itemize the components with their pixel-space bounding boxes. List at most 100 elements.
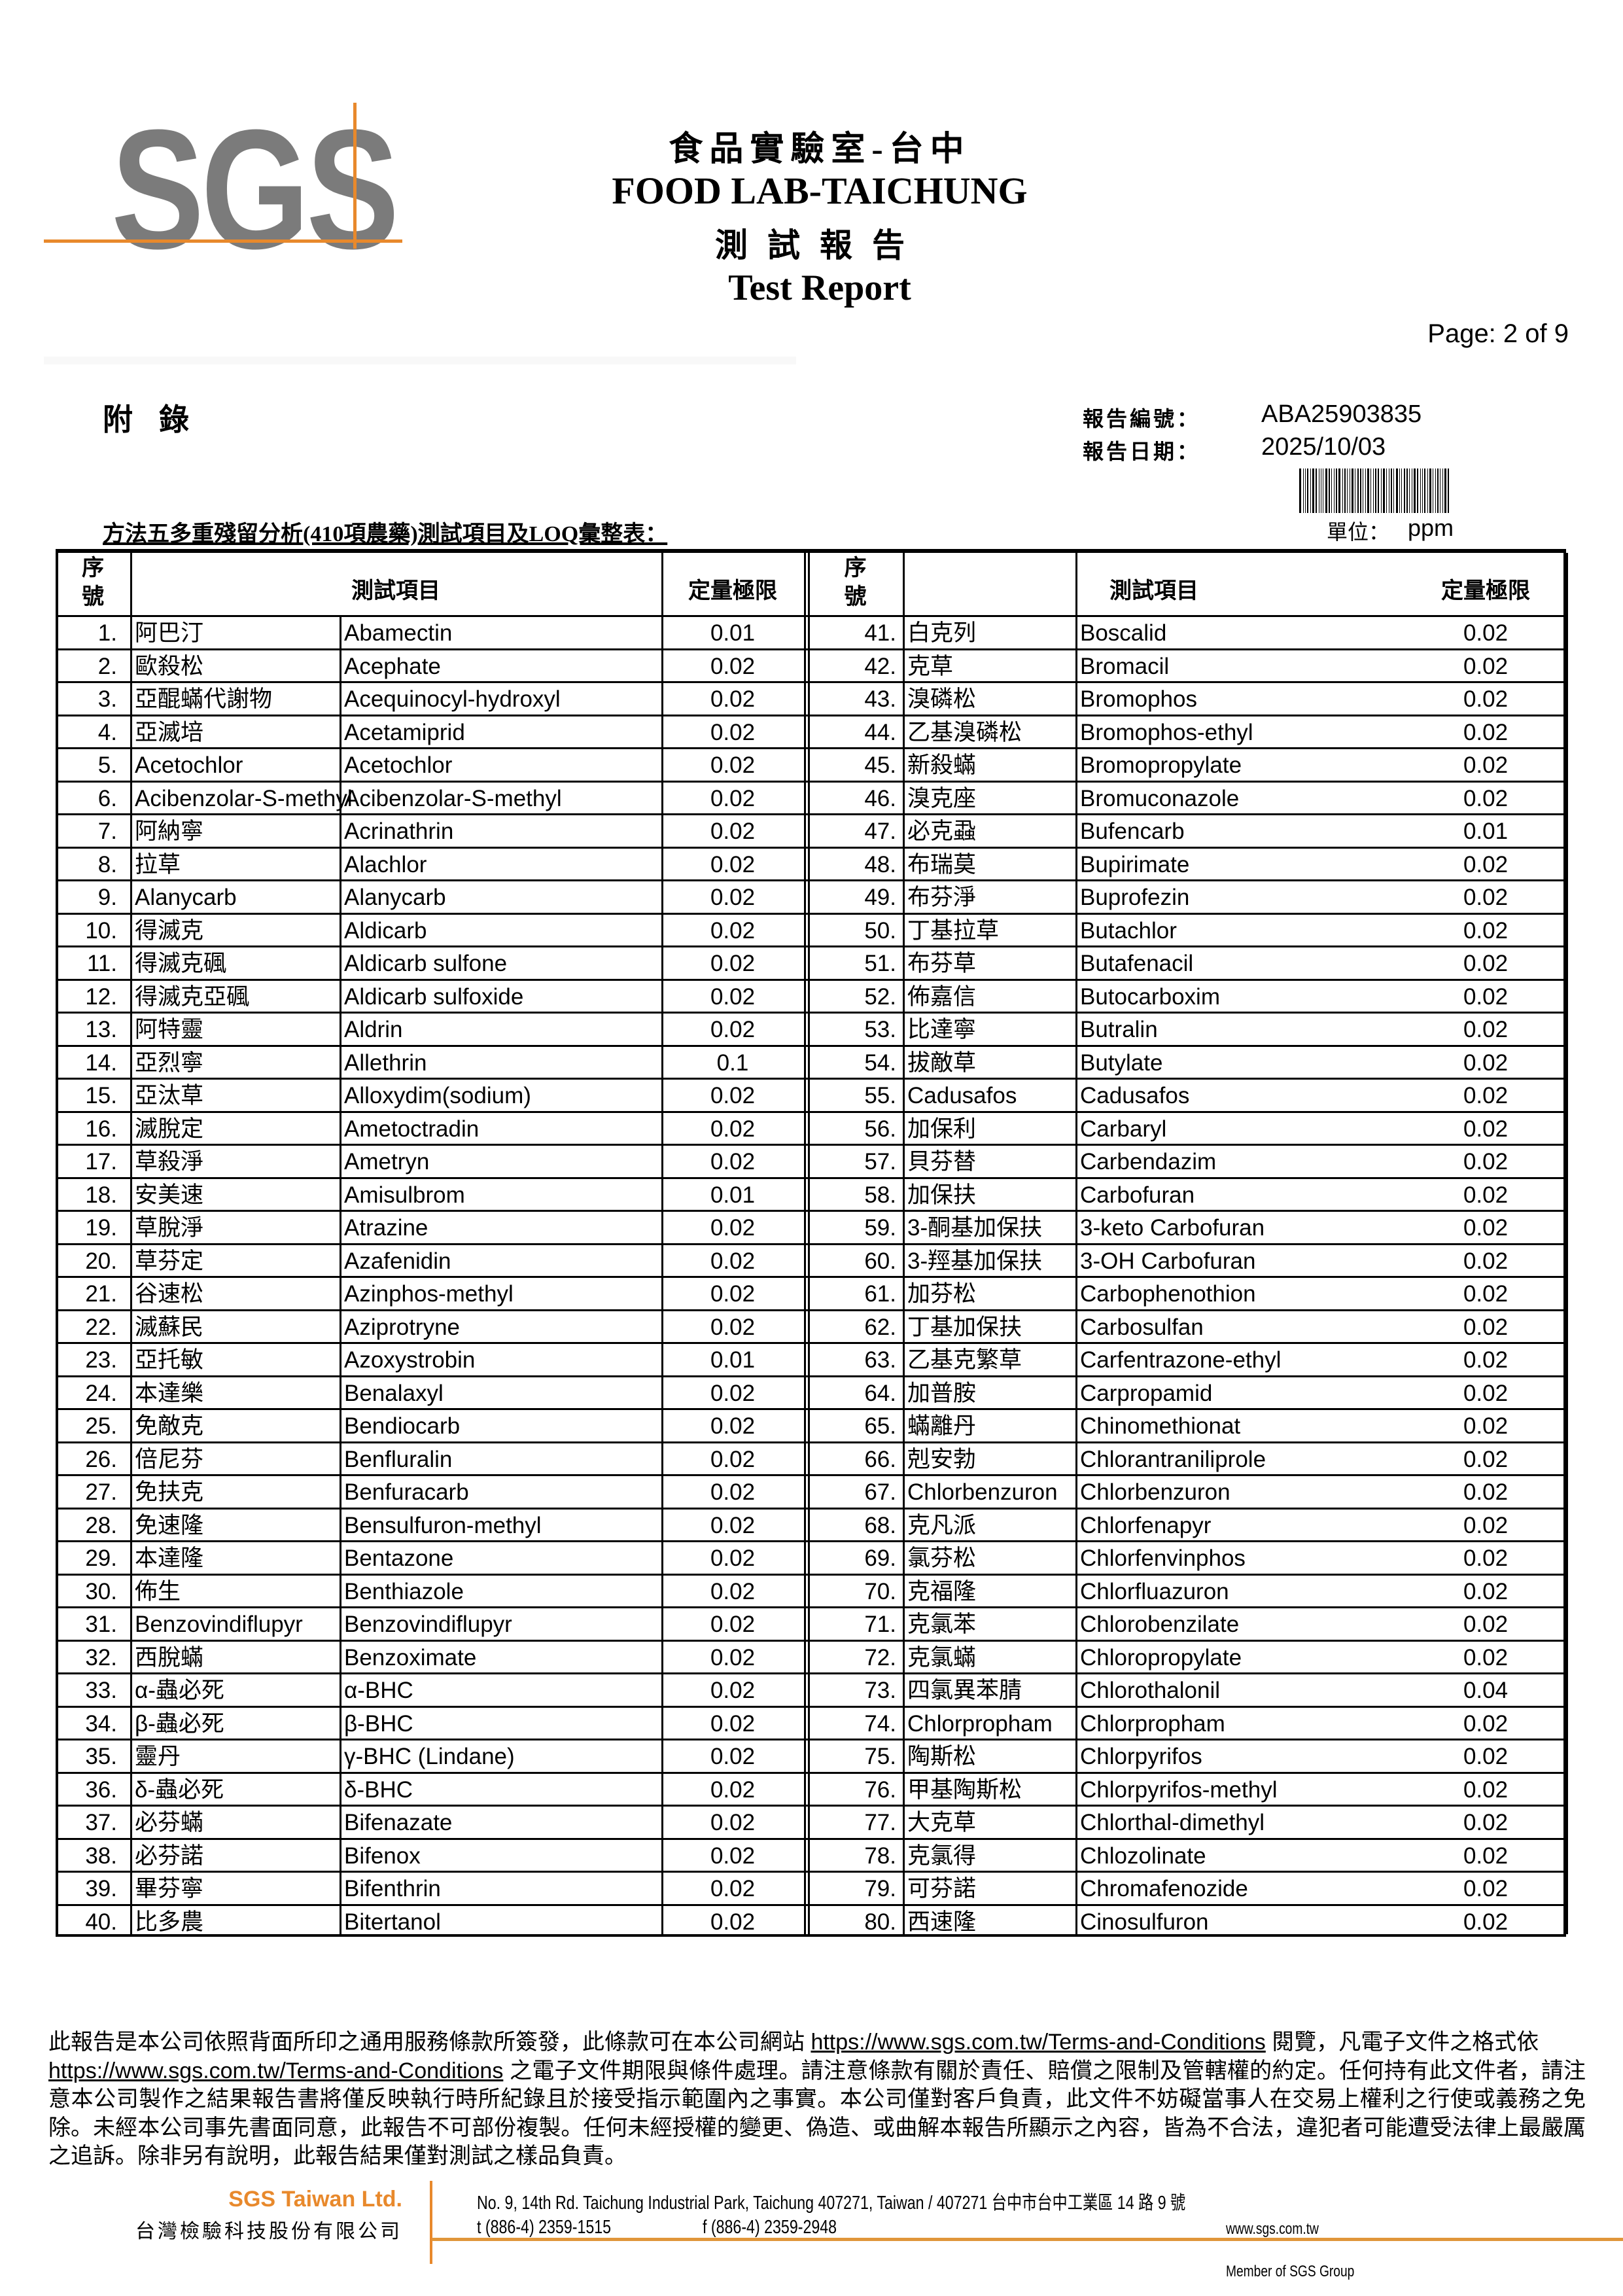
item-name-en: Alachlor	[344, 851, 427, 877]
loq-value: 0.02	[1463, 1810, 1509, 1835]
item-name-en: Azoxystrobin	[344, 1347, 476, 1373]
item-name-zh: δ-蟲必死	[135, 1776, 224, 1803]
terms-link[interactable]: https://www.sgs.com.tw/Terms-and-Conditi…	[811, 2030, 1266, 2055]
item-name-zh: 畢芬寧	[135, 1876, 204, 1901]
barcode-bar	[1414, 468, 1416, 513]
row-number: 12.	[85, 983, 117, 1010]
loq-value: 0.02	[710, 1876, 756, 1901]
item-name-en: Benzovindiflupyr	[344, 1612, 512, 1637]
barcode-bar	[1365, 468, 1366, 513]
item-name-en: Chlorothalonil	[1080, 1678, 1221, 1703]
row-number: 45.	[864, 752, 896, 778]
item-name-zh: Acetochlor	[135, 752, 243, 778]
loq-value: 0.02	[1463, 785, 1509, 811]
row-number: 27.	[85, 1479, 117, 1505]
row-number: 41.	[864, 620, 896, 646]
item-name-en: Buprofezin	[1080, 885, 1190, 910]
barcode-bar	[1307, 468, 1308, 513]
barcode-bar	[1437, 468, 1439, 513]
row-divider	[58, 1110, 1563, 1113]
unit-value: ppm	[1408, 514, 1454, 541]
row-number: 67.	[864, 1479, 896, 1505]
item-name-en: α-BHC	[344, 1678, 413, 1703]
barcode-bar	[1435, 468, 1436, 513]
item-name-en: Benalaxyl	[344, 1380, 444, 1406]
item-name-zh: 本達隆	[135, 1545, 204, 1571]
item-name-zh: 克福隆	[907, 1578, 977, 1604]
table-title: 方法五多重殘留分析(410項農藥)測試項目及LOQ彙整表：	[103, 522, 668, 546]
item-name-en: Carbaryl	[1080, 1116, 1167, 1142]
loq-table: 序 號 測試項目 定量極限 序 號 測試項目 定量極限 1. 阿巴汀 Abamectin 0.01…	[56, 549, 1568, 1937]
item-name-en: Aldicarb sulfoxide	[344, 983, 524, 1010]
company-name-en: SGS Taiwan Ltd.	[228, 2187, 402, 2212]
barcode-bar	[1383, 468, 1385, 513]
item-name-en: Bufencarb	[1080, 819, 1185, 844]
item-name-zh: 新殺蟎	[907, 752, 977, 778]
phone: t (886-4) 2359-1515	[477, 2217, 612, 2238]
barcode-bar	[1375, 468, 1376, 513]
item-name-zh: 亞滅培	[135, 719, 204, 745]
item-name-en: Carbendazim	[1080, 1149, 1217, 1174]
item-name-zh: 得滅克亞碸	[135, 983, 250, 1010]
item-name-en: Azinphos-methyl	[344, 1281, 514, 1307]
report-no: ABA25903835	[1261, 400, 1422, 428]
row-divider	[58, 1309, 1563, 1311]
loq-value: 0.02	[710, 1215, 756, 1241]
item-name-zh: 亞醌蟎代謝物	[135, 686, 273, 712]
row-number: 33.	[85, 1678, 117, 1703]
barcode-bar	[1409, 468, 1410, 513]
sgs-logo: SGS	[111, 95, 399, 285]
item-name-zh: 乙基溴磷松	[907, 719, 1022, 745]
item-name-en: 3-keto Carbofuran	[1080, 1215, 1265, 1241]
barcode-bar	[1399, 468, 1400, 513]
barcode-bar	[1393, 468, 1394, 513]
row-number: 25.	[85, 1413, 117, 1439]
row-number: 74.	[864, 1710, 896, 1737]
item-name-en: Azafenidin	[344, 1248, 451, 1274]
loq-value: 0.02	[1463, 1710, 1509, 1737]
item-name-en: Aldicarb sulfone	[344, 951, 508, 976]
row-number: 44.	[864, 719, 896, 745]
row-number: 2.	[97, 653, 117, 679]
loq-value: 0.02	[1463, 1215, 1509, 1241]
item-name-zh: 必芬蟎	[135, 1810, 204, 1835]
website[interactable]: www.sgs.com.tw	[1226, 2220, 1319, 2238]
barcode-bar	[1442, 468, 1443, 513]
row-number: 39.	[85, 1876, 117, 1901]
terms-link[interactable]: https://www.sgs.com.tw/Terms-and-Conditi…	[48, 2058, 504, 2083]
disclaimer: 此報告是本公司依照背面所印之通用服務條款所簽發，此條款可在本公司網站 https…	[48, 2028, 1586, 2171]
fax: f (886-4) 2359-2948	[703, 2217, 837, 2238]
barcode-bar	[1370, 468, 1371, 513]
appendix-heading: 附錄	[103, 403, 215, 436]
item-name-en: Chloropropylate	[1080, 1644, 1242, 1670]
loq-value: 0.02	[710, 1248, 756, 1274]
row-divider	[58, 648, 1563, 650]
item-name-zh: 佈生	[135, 1578, 181, 1604]
loq-value: 0.02	[1463, 1149, 1509, 1174]
header-band	[44, 357, 796, 364]
barcode-bar	[1422, 468, 1423, 513]
item-name-zh: 西脫蟎	[135, 1644, 204, 1670]
loq-value: 0.02	[1463, 1281, 1509, 1307]
row-divider	[58, 1672, 1563, 1674]
item-name-zh: 西速隆	[907, 1909, 977, 1935]
row-divider	[58, 1474, 1563, 1476]
loq-value: 0.02	[710, 1776, 756, 1803]
row-number: 40.	[85, 1909, 117, 1935]
loq-value: 0.02	[1463, 1083, 1509, 1108]
loq-value: 0.02	[1463, 1446, 1509, 1472]
loq-value: 0.02	[1463, 1050, 1509, 1076]
item-name-en: Abamectin	[344, 620, 453, 646]
row-divider	[58, 1210, 1563, 1212]
barcode-bar	[1325, 468, 1327, 513]
item-name-zh: Chlorpropham	[907, 1710, 1053, 1737]
item-name-zh: Benzovindiflupyr	[135, 1612, 303, 1637]
row-number: 17.	[85, 1149, 117, 1174]
loq-value: 0.02	[1463, 1380, 1509, 1406]
row-number: 31.	[85, 1612, 117, 1637]
loq-value: 0.02	[710, 819, 756, 844]
item-name-zh: 3-羥基加保扶	[907, 1248, 1043, 1274]
loq-value: 0.02	[710, 1380, 756, 1406]
item-name-zh: 甲基陶斯松	[907, 1776, 1022, 1803]
item-name-en: Carbophenothion	[1080, 1281, 1256, 1307]
